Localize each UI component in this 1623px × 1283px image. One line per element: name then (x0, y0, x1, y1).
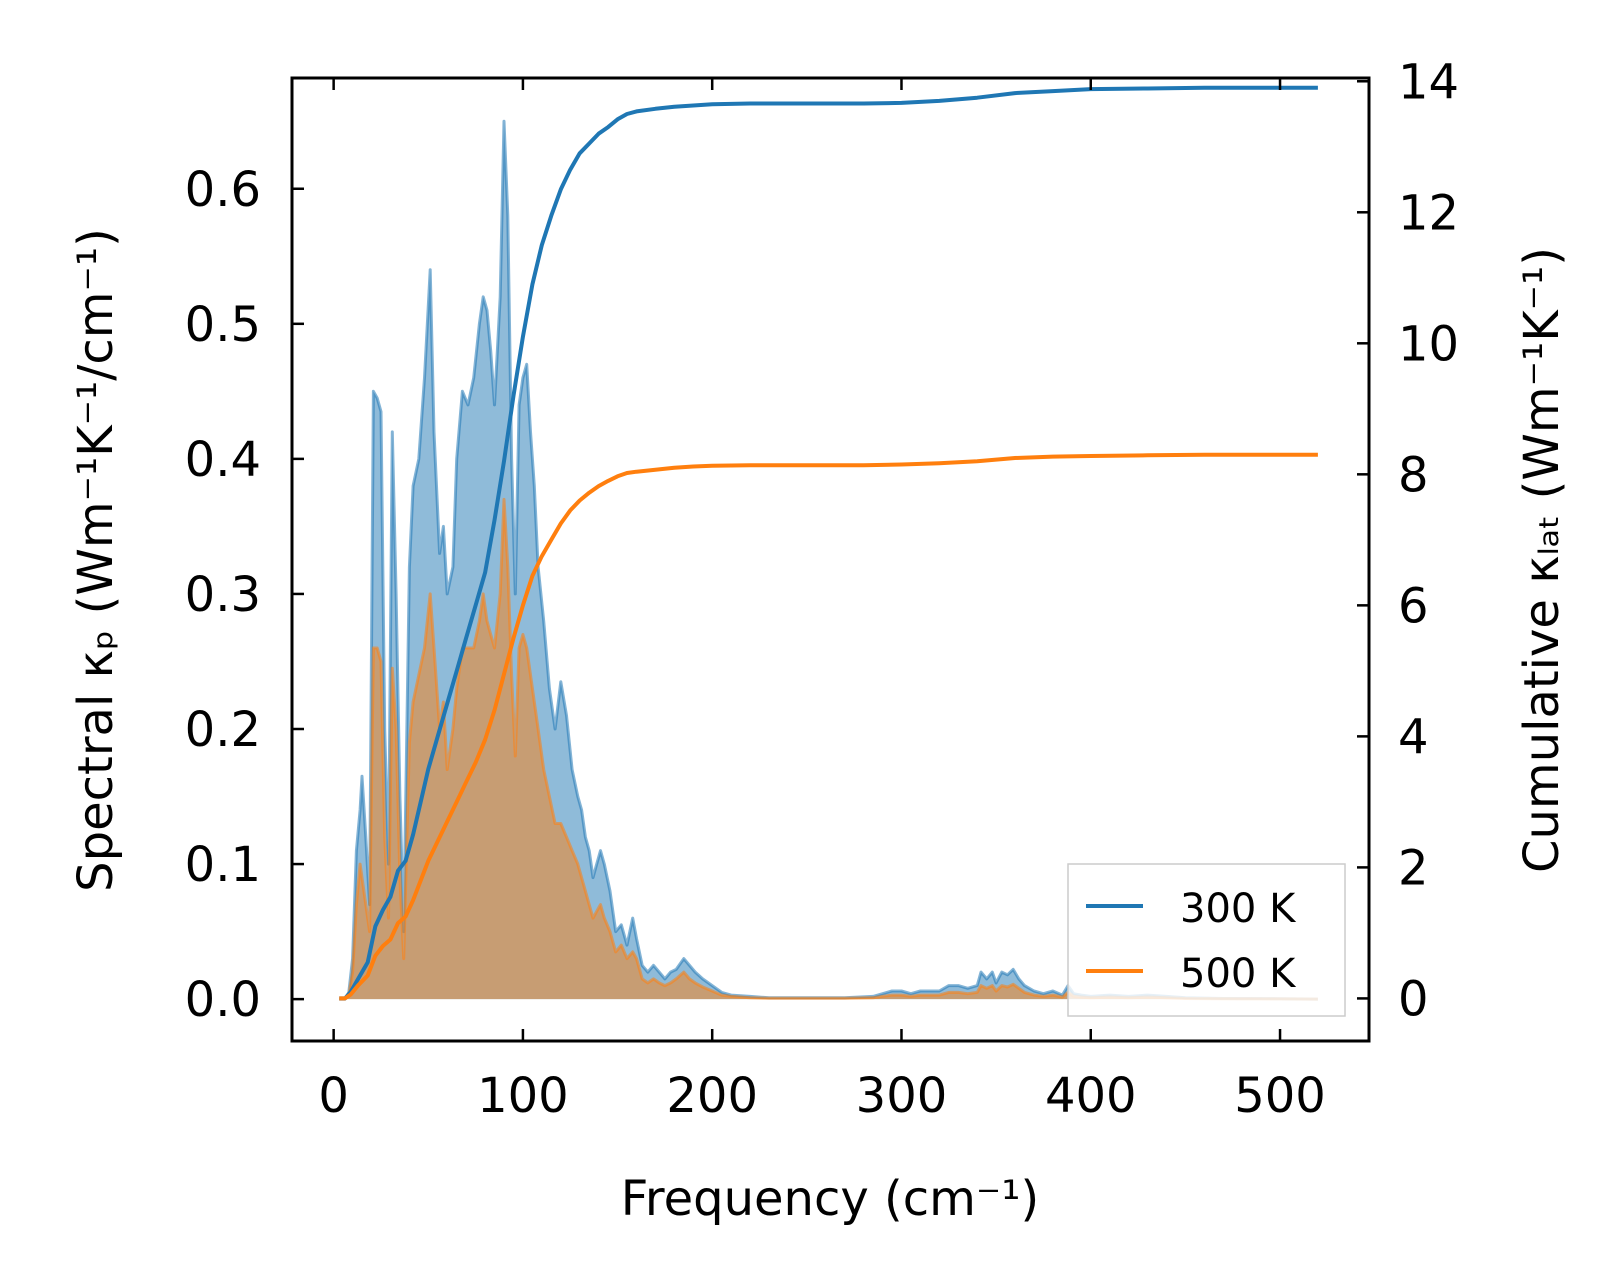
y-right-tick-label: 14 (1398, 54, 1459, 110)
y-right-tick-label: 6 (1398, 578, 1429, 634)
y-left-tick-label: 0.2 (185, 702, 261, 758)
y-left-tick-label: 0.1 (185, 837, 261, 893)
x-tick-label: 100 (477, 1068, 569, 1124)
x-axis-label: Frequency (cm⁻¹) (621, 1171, 1039, 1227)
legend-box (1067, 863, 1346, 1017)
cumulative-lines (339, 85, 1318, 1001)
x-axis: 0 100 200 300 400 500 (318, 78, 1326, 1124)
x-tick-label: 500 (1234, 1068, 1326, 1124)
legend: 300 K 500 K (1067, 863, 1346, 1017)
y-right-tick-label: 0 (1398, 971, 1429, 1027)
spectral-line-500-k (339, 497, 1318, 1001)
cumulative-line-300-k (339, 85, 1318, 1001)
cumulative-line-500-k (339, 452, 1318, 1001)
plot-frame (290, 76, 1371, 1043)
y-axis-right-label: Cumulative κₗₐₜ (Wm⁻¹K⁻¹) (1514, 247, 1570, 873)
y-left-tick-label: 0.0 (185, 972, 261, 1028)
x-tick-label: 300 (856, 1068, 948, 1124)
spectral-line-300-k (339, 119, 1318, 1001)
spectral-areas (339, 119, 1318, 1001)
y-axis-right: 0 2 4 6 8 10 12 14 (1357, 54, 1459, 1027)
y-left-tick-label: 0.5 (185, 297, 261, 353)
y-axis-left: 0.0 0.1 0.2 0.3 0.4 0.5 0.6 (185, 162, 304, 1028)
y-left-tick-label: 0.3 (185, 567, 261, 623)
y-right-tick-label: 10 (1398, 316, 1459, 372)
y-left-tick-label: 0.6 (185, 162, 261, 218)
y-axis-left-label: Spectral κₚ (Wm⁻¹K⁻¹/cm⁻¹) (68, 228, 124, 892)
y-right-tick-label: 2 (1398, 840, 1429, 896)
y-right-tick-label: 12 (1398, 185, 1459, 241)
x-tick-label: 400 (1045, 1068, 1137, 1124)
y-right-tick-label: 8 (1398, 447, 1429, 503)
legend-label-300k: 300 K (1180, 886, 1297, 932)
y-right-tick-label: 4 (1398, 709, 1429, 765)
y-left-tick-label: 0.4 (185, 432, 261, 488)
spectral-area-500-k (339, 499, 1318, 1000)
x-tick-label: 0 (318, 1068, 349, 1124)
x-tick-label: 200 (666, 1068, 758, 1124)
legend-label-500k: 500 K (1180, 951, 1297, 997)
